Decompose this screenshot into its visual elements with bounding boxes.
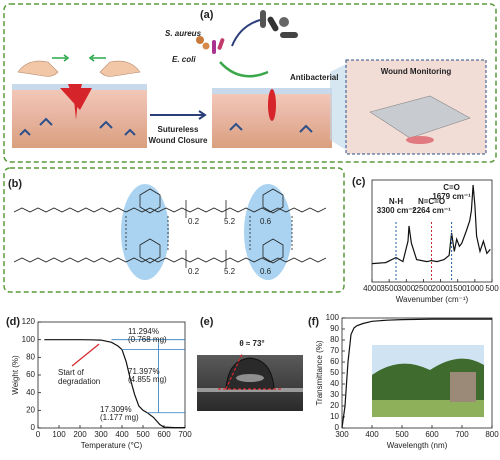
y-tick-label: 0 xyxy=(335,423,340,432)
step-label: 11.294% xyxy=(128,327,159,336)
peak-label: N=C=O xyxy=(418,197,445,206)
panel-label: (b) xyxy=(8,178,22,190)
y-tick-label: 30 xyxy=(330,390,339,399)
step-label: (4.855 mg) xyxy=(128,375,167,384)
y-tick-label: 100 xyxy=(22,335,36,344)
x-tick-label: 800 xyxy=(485,430,499,439)
x-tick-label: 600 xyxy=(157,430,171,439)
x-tick-label: 200 xyxy=(73,430,87,439)
skin-right xyxy=(212,88,332,148)
y-tick-label: 120 xyxy=(22,317,36,326)
y-tick-label: 40 xyxy=(330,379,339,388)
x-tick-label: 700 xyxy=(178,430,192,439)
series-line xyxy=(371,185,491,265)
label-closure: Wound Closure xyxy=(149,136,209,145)
panel-label: (c) xyxy=(352,176,366,188)
y-tick-label: 20 xyxy=(26,405,35,414)
x-tick-label: 3500 xyxy=(380,284,398,293)
y-axis-title: Weight (%) xyxy=(11,355,20,395)
y-tick-label: 40 xyxy=(26,388,35,397)
degradation-label: degradation xyxy=(58,377,100,386)
hbond-zone xyxy=(244,184,292,280)
degradation-arrow xyxy=(71,343,100,367)
hbond-zone xyxy=(121,184,169,280)
hands xyxy=(17,54,141,77)
x-tick-label: 400 xyxy=(365,430,379,439)
y-tick-label: 100 xyxy=(326,313,340,322)
subscript: 0.2 xyxy=(188,267,200,276)
x-tick-label: 1500 xyxy=(449,284,467,293)
peak-label: C=O xyxy=(443,183,460,192)
x-axis-title: Temperature (°C) xyxy=(81,441,143,450)
label-e-coli: E. coli xyxy=(172,55,196,64)
x-tick-label: 2500 xyxy=(415,284,433,293)
label-closure: Sutureless xyxy=(158,125,199,134)
series-line xyxy=(44,339,185,429)
label-s-aureus: S. aureus xyxy=(165,29,202,38)
degradation-label: Start of xyxy=(58,368,85,377)
peak-label: 3300 cm⁻¹ xyxy=(377,206,416,215)
x-tick-label: 500 xyxy=(136,430,150,439)
panel-label: (f) xyxy=(308,316,319,328)
subscript: 5.2 xyxy=(224,217,236,226)
step-label: (1.177 mg) xyxy=(100,413,139,422)
step-label: 71.397% xyxy=(128,367,160,376)
x-tick-label: 300 xyxy=(335,430,349,439)
peak-label: 2264 cm⁻¹ xyxy=(412,206,451,215)
y-tick-label: 90 xyxy=(330,324,339,333)
x-axis-title: Wavelength (nm) xyxy=(387,441,448,450)
panel-b-frame xyxy=(3,167,345,293)
x-tick-label: 1000 xyxy=(466,284,484,293)
subscript: 5.2 xyxy=(224,267,236,276)
step-label: 17.309% xyxy=(100,405,132,414)
panel-label: (a) xyxy=(200,9,214,21)
x-tick-label: 0 xyxy=(36,430,41,439)
panel-a-frame xyxy=(3,3,497,163)
step-guide xyxy=(111,339,185,414)
x-axis-title: Wavenumber (cm⁻¹) xyxy=(396,295,469,304)
label-antibacterial: Antibacterial xyxy=(290,73,338,82)
x-tick-label: 4000 xyxy=(363,284,381,293)
plot-frame xyxy=(371,179,493,283)
peak-label: N-H xyxy=(389,197,403,206)
x-tick-label: 3000 xyxy=(397,284,415,293)
panel-label: (d) xyxy=(6,316,20,328)
label-wound-monitoring: Wound Monitoring xyxy=(381,67,452,76)
contact-angle: θ ≈ 73° xyxy=(239,339,264,348)
y-tick-label: 20 xyxy=(330,401,339,410)
y-tick-label: 80 xyxy=(330,335,339,344)
x-tick-label: 600 xyxy=(425,430,439,439)
y-tick-label: 80 xyxy=(26,352,35,361)
x-tick-label: 100 xyxy=(52,430,66,439)
y-tick-label: 70 xyxy=(330,346,339,355)
y-tick-label: 60 xyxy=(26,370,35,379)
x-tick-label: 400 xyxy=(115,430,129,439)
y-axis-title: Transmittance (%) xyxy=(315,340,324,405)
inset-photo xyxy=(372,400,484,417)
x-tick-label: 700 xyxy=(455,430,469,439)
subscript: 0.2 xyxy=(188,217,200,226)
subscript: 0.6 xyxy=(260,267,272,276)
y-tick-label: 50 xyxy=(330,368,339,377)
panel-label: (e) xyxy=(200,316,214,328)
arrow xyxy=(150,110,207,120)
peak-label: 1679 cm⁻¹ xyxy=(432,192,471,201)
bacteria xyxy=(196,10,298,78)
x-tick-label: 500 xyxy=(485,284,499,293)
monitoring-photo xyxy=(330,59,487,155)
series-line xyxy=(341,318,492,429)
droplet-photo xyxy=(197,353,303,411)
x-tick-label: 300 xyxy=(94,430,108,439)
skin-left xyxy=(12,84,147,148)
structure xyxy=(13,188,327,268)
x-tick-label: 500 xyxy=(395,430,409,439)
y-tick-label: 0 xyxy=(31,423,36,432)
x-tick-label: 2000 xyxy=(432,284,450,293)
y-tick-label: 60 xyxy=(330,357,339,366)
subscript: 0.6 xyxy=(260,217,272,226)
inset-photo xyxy=(450,372,476,402)
step-label: (0.768 mg) xyxy=(128,335,167,344)
y-tick-label: 10 xyxy=(330,412,339,421)
